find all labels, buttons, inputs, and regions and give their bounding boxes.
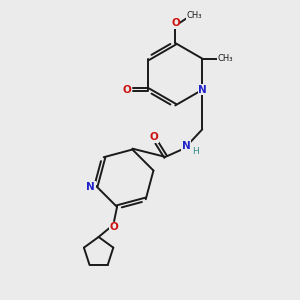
Text: O: O <box>110 222 118 232</box>
Text: CH₃: CH₃ <box>186 11 202 20</box>
Text: CH₃: CH₃ <box>218 53 233 62</box>
Text: O: O <box>122 85 131 94</box>
Text: N: N <box>198 85 207 95</box>
Text: N: N <box>86 182 95 191</box>
Text: H: H <box>192 147 199 156</box>
Text: N: N <box>182 141 190 151</box>
Text: O: O <box>149 132 158 142</box>
Text: O: O <box>171 18 180 28</box>
